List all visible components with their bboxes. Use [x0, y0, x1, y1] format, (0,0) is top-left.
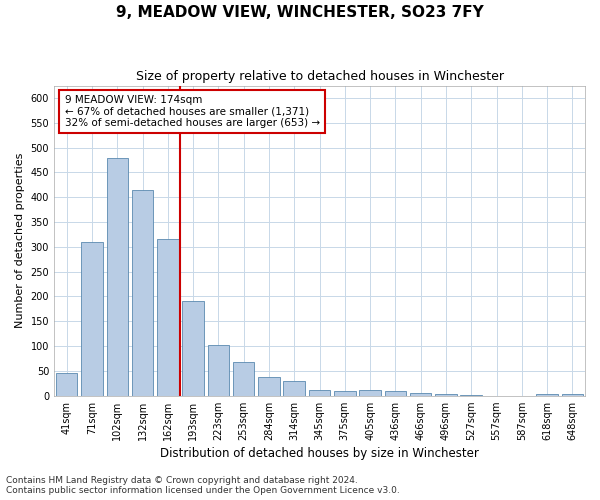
Bar	[410, 392, 431, 396]
Bar	[208, 344, 229, 396]
Bar	[182, 302, 204, 396]
Bar	[385, 390, 406, 396]
Bar	[334, 390, 356, 396]
Bar	[258, 378, 280, 396]
Bar	[233, 362, 254, 396]
X-axis label: Distribution of detached houses by size in Winchester: Distribution of detached houses by size …	[160, 447, 479, 460]
Bar	[359, 390, 381, 396]
Bar	[132, 190, 153, 396]
Y-axis label: Number of detached properties: Number of detached properties	[15, 153, 25, 328]
Text: 9, MEADOW VIEW, WINCHESTER, SO23 7FY: 9, MEADOW VIEW, WINCHESTER, SO23 7FY	[116, 5, 484, 20]
Text: 9 MEADOW VIEW: 174sqm
← 67% of detached houses are smaller (1,371)
32% of semi-d: 9 MEADOW VIEW: 174sqm ← 67% of detached …	[65, 95, 320, 128]
Bar	[562, 394, 583, 396]
Bar	[157, 240, 179, 396]
Bar	[309, 390, 330, 396]
Bar	[81, 242, 103, 396]
Bar	[283, 381, 305, 396]
Bar	[56, 374, 77, 396]
Bar	[107, 158, 128, 396]
Bar	[435, 394, 457, 396]
Bar	[536, 394, 558, 396]
Text: Contains HM Land Registry data © Crown copyright and database right 2024.
Contai: Contains HM Land Registry data © Crown c…	[6, 476, 400, 495]
Title: Size of property relative to detached houses in Winchester: Size of property relative to detached ho…	[136, 70, 503, 83]
